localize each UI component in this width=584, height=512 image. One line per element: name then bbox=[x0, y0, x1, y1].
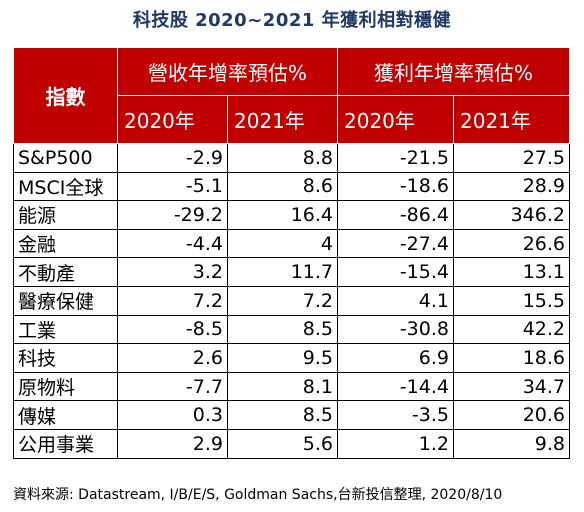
value-cell: -5.1 bbox=[117, 171, 228, 202]
value-cell: 20.6 bbox=[453, 400, 570, 430]
value-cell: -8.5 bbox=[117, 314, 228, 345]
value-cell: 3.2 bbox=[117, 257, 228, 287]
index-name-cell: 醫療保健 bbox=[13, 285, 118, 316]
index-name-cell: 能源 bbox=[13, 200, 118, 230]
index-name-cell: 金融 bbox=[13, 228, 118, 259]
table-row: S&P500 -2.9 8.8 -21.5 27.5 bbox=[13, 143, 570, 173]
table-row: 能源 -29.2 16.4 -86.4 346.2 bbox=[13, 200, 570, 230]
index-name-cell: 工業 bbox=[13, 314, 118, 345]
value-cell: -14.4 bbox=[337, 371, 454, 402]
value-cell: 8.5 bbox=[227, 314, 338, 345]
index-name-cell: 科技 bbox=[13, 343, 118, 373]
source-footnote: 資料來源: Datastream, I/B/E/S, Goldman Sachs… bbox=[13, 487, 503, 503]
value-cell: -2.9 bbox=[117, 143, 228, 173]
value-cell: 8.1 bbox=[227, 371, 338, 402]
table-row: 不動產 3.2 11.7 -15.4 13.1 bbox=[13, 257, 570, 287]
value-cell: 26.6 bbox=[453, 228, 570, 259]
index-name-cell: 公用事業 bbox=[13, 428, 118, 459]
value-cell: 7.2 bbox=[117, 285, 228, 316]
year-header: 2020年 bbox=[117, 95, 228, 144]
table-row: 醫療保健 7.2 7.2 4.1 15.5 bbox=[13, 285, 570, 316]
value-cell: 2.6 bbox=[117, 343, 228, 373]
value-cell: -7.7 bbox=[117, 371, 228, 402]
value-cell: -21.5 bbox=[337, 143, 454, 173]
value-cell: 13.1 bbox=[453, 257, 570, 287]
value-cell: 4 bbox=[227, 228, 338, 259]
value-cell: 34.7 bbox=[453, 371, 570, 402]
revenue-growth-header: 營收年增率預估% bbox=[117, 47, 338, 96]
page-title: 科技股 2020~2021 年獲利相對穩健 bbox=[132, 10, 452, 31]
value-cell: 8.5 bbox=[227, 400, 338, 430]
table-row: 原物料 -7.7 8.1 -14.4 34.7 bbox=[13, 371, 570, 402]
value-cell: -30.8 bbox=[337, 314, 454, 345]
index-name-cell: 不動產 bbox=[13, 257, 118, 287]
value-cell: -18.6 bbox=[337, 171, 454, 202]
value-cell: 4.1 bbox=[337, 285, 454, 316]
value-cell: -29.2 bbox=[117, 200, 228, 230]
index-name-cell: S&P500 bbox=[13, 143, 118, 173]
index-name-cell: 傳媒 bbox=[13, 400, 118, 430]
year-header: 2021年 bbox=[227, 95, 338, 144]
value-cell: 28.9 bbox=[453, 171, 570, 202]
value-cell: -4.4 bbox=[117, 228, 228, 259]
value-cell: 27.5 bbox=[453, 143, 570, 173]
value-cell: 346.2 bbox=[453, 200, 570, 230]
forecast-table: 指數 營收年增率預估% 獲利年增率預估% 2020年 2021年 2020年 2… bbox=[13, 47, 570, 459]
value-cell: 11.7 bbox=[227, 257, 338, 287]
value-cell: 8.6 bbox=[227, 171, 338, 202]
value-cell: -3.5 bbox=[337, 400, 454, 430]
value-cell: 8.8 bbox=[227, 143, 338, 173]
table-row: 公用事業 2.9 5.6 1.2 9.8 bbox=[13, 428, 570, 459]
value-cell: 16.4 bbox=[227, 200, 338, 230]
table-row: 傳媒 0.3 8.5 -3.5 20.6 bbox=[13, 400, 570, 430]
value-cell: 6.9 bbox=[337, 343, 454, 373]
value-cell: 9.8 bbox=[453, 428, 570, 459]
value-cell: 18.6 bbox=[453, 343, 570, 373]
index-name-cell: 原物料 bbox=[13, 371, 118, 402]
value-cell: 42.2 bbox=[453, 314, 570, 345]
year-header: 2020年 bbox=[337, 95, 454, 144]
value-cell: 15.5 bbox=[453, 285, 570, 316]
earnings-growth-header: 獲利年增率預估% bbox=[337, 47, 570, 96]
table-row: 金融 -4.4 4 -27.4 26.6 bbox=[13, 228, 570, 259]
value-cell: 7.2 bbox=[227, 285, 338, 316]
index-name-cell: MSCI全球 bbox=[13, 171, 118, 202]
value-cell: 1.2 bbox=[337, 428, 454, 459]
value-cell: 2.9 bbox=[117, 428, 228, 459]
year-header: 2021年 bbox=[453, 95, 570, 144]
table-row: 科技 2.6 9.5 6.9 18.6 bbox=[13, 343, 570, 373]
value-cell: 0.3 bbox=[117, 400, 228, 430]
value-cell: -86.4 bbox=[337, 200, 454, 230]
index-header: 指數 bbox=[13, 47, 118, 144]
value-cell: -27.4 bbox=[337, 228, 454, 259]
table-row: 工業 -8.5 8.5 -30.8 42.2 bbox=[13, 314, 570, 345]
value-cell: -15.4 bbox=[337, 257, 454, 287]
table-row: MSCI全球 -5.1 8.6 -18.6 28.9 bbox=[13, 171, 570, 202]
value-cell: 5.6 bbox=[227, 428, 338, 459]
table-body: S&P500 -2.9 8.8 -21.5 27.5 MSCI全球 -5.1 8.6 -18.6… bbox=[13, 143, 570, 459]
value-cell: 9.5 bbox=[227, 343, 338, 373]
